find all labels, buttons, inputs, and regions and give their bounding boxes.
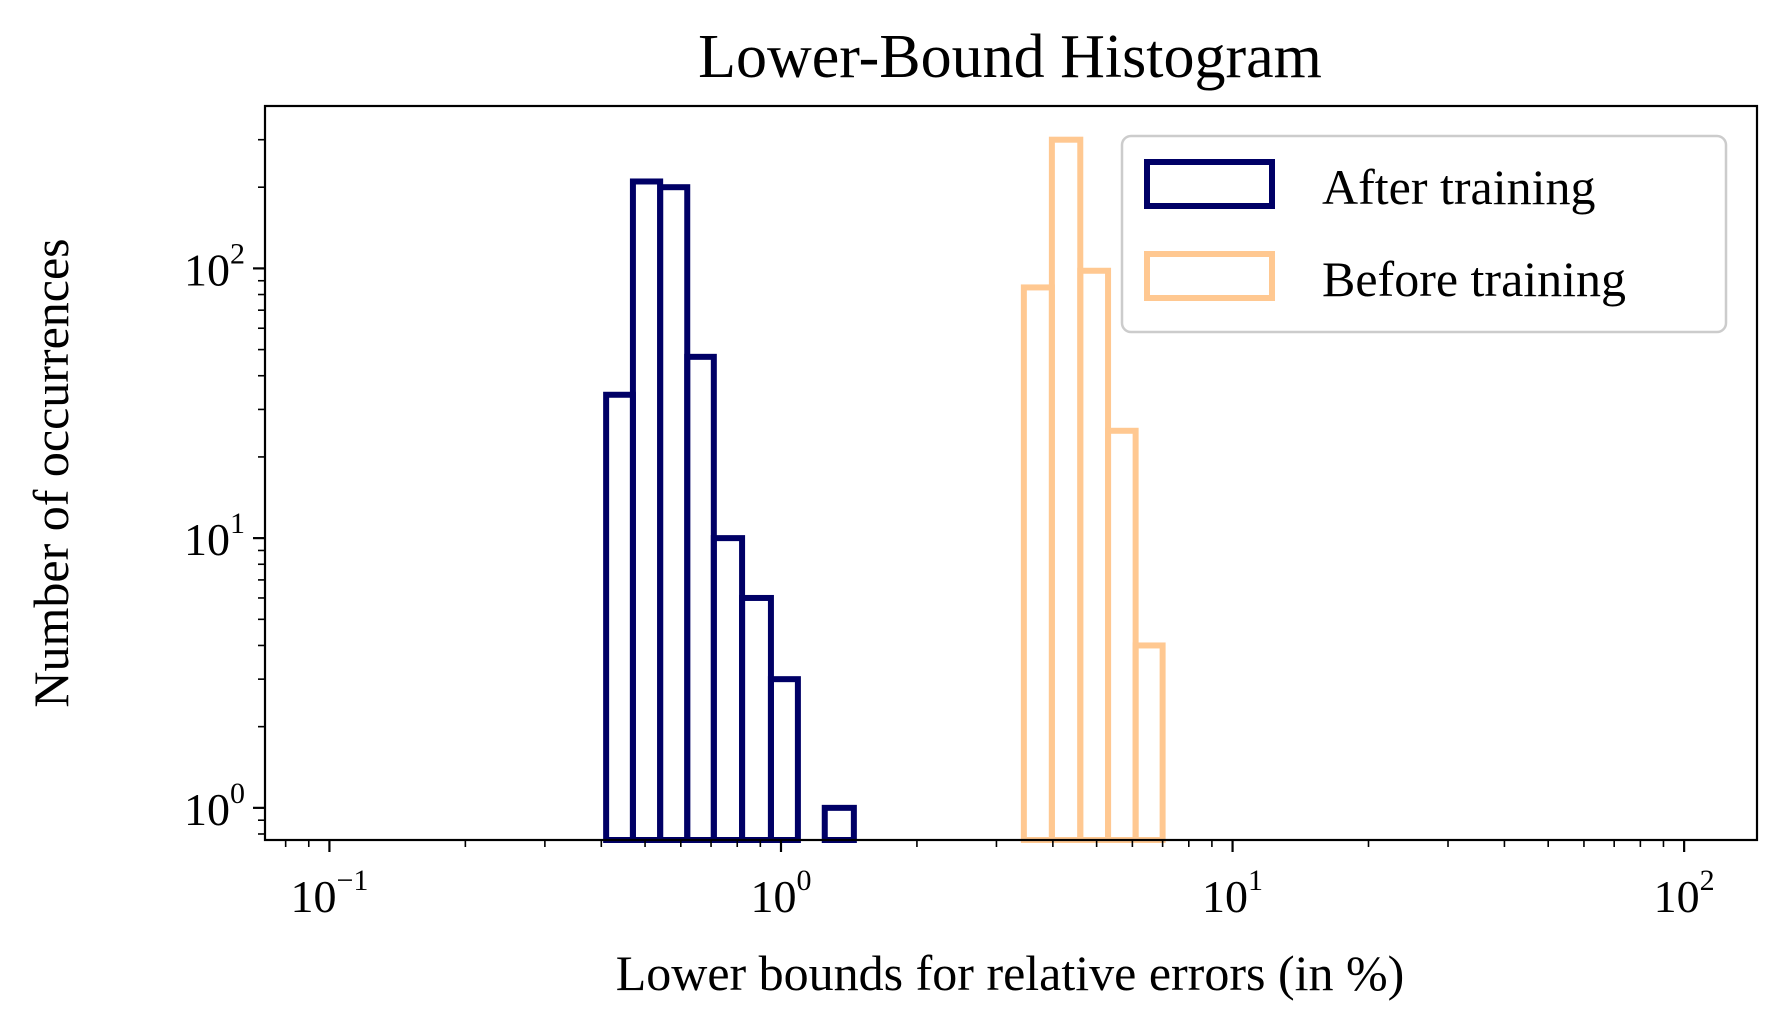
x-axis-label: Lower bounds for relative errors (in %)	[616, 945, 1405, 1001]
bar-after-training-8	[821, 804, 857, 843]
bar-after-training-1	[629, 178, 664, 843]
axis-ticks: 10−1 100 101 102 100 101 102	[184, 138, 1715, 922]
bar-before-training-2	[1077, 267, 1112, 843]
y-tick-label: 100	[184, 777, 245, 835]
bar-before-training-4	[1132, 642, 1166, 843]
bar-after-training-5	[739, 594, 774, 844]
bar-after-training-3	[684, 353, 717, 843]
legend-label-after-training: After training	[1322, 159, 1596, 215]
bar-after-training-0	[603, 391, 636, 843]
bar-before-training-0	[1020, 284, 1055, 843]
legend-swatch-before-training	[1144, 251, 1275, 301]
x-tick-label: 10−1	[290, 864, 368, 922]
y-tick-label: 101	[184, 507, 245, 565]
legend-swatch-after-training	[1144, 159, 1275, 209]
series-after-training	[603, 178, 857, 844]
bar-after-training-6	[767, 676, 801, 843]
bar-after-training-2	[657, 184, 691, 844]
chart-title: Lower-Bound Histogram	[698, 23, 1322, 91]
y-tick-label: 102	[184, 237, 245, 295]
bar-before-training-1	[1048, 136, 1084, 843]
legend: After training Before training	[1120, 134, 1728, 334]
axes-frame	[263, 104, 1759, 842]
histogram-bars	[603, 136, 1166, 844]
bar-before-training-3	[1105, 427, 1139, 843]
bar-after-training-4	[710, 535, 746, 843]
x-tick-label: 101	[1202, 864, 1263, 922]
y-axis-label: Number of occurrences	[23, 238, 79, 707]
legend-label-before-training: Before training	[1322, 251, 1626, 307]
x-tick-label: 102	[1654, 864, 1715, 922]
x-tick-label: 100	[750, 864, 811, 922]
